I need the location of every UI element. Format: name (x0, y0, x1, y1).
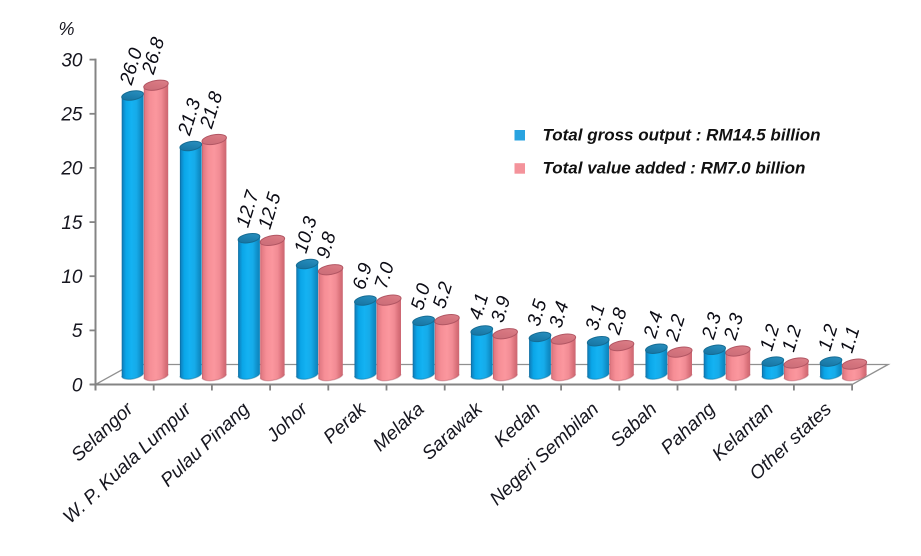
svg-text:5: 5 (72, 321, 83, 342)
svg-text:10: 10 (61, 267, 83, 288)
svg-text:25: 25 (60, 105, 83, 126)
svg-text:30: 30 (61, 50, 83, 71)
svg-text:%: % (59, 19, 75, 39)
svg-text:Total gross output : RM14.5 bi: Total gross output : RM14.5 billion (543, 126, 821, 145)
svg-text:0: 0 (72, 375, 83, 396)
svg-text:20: 20 (60, 159, 83, 180)
svg-text:Total value added : RM7.0 bill: Total value added : RM7.0 billion (543, 159, 806, 178)
svg-text:15: 15 (61, 213, 83, 234)
